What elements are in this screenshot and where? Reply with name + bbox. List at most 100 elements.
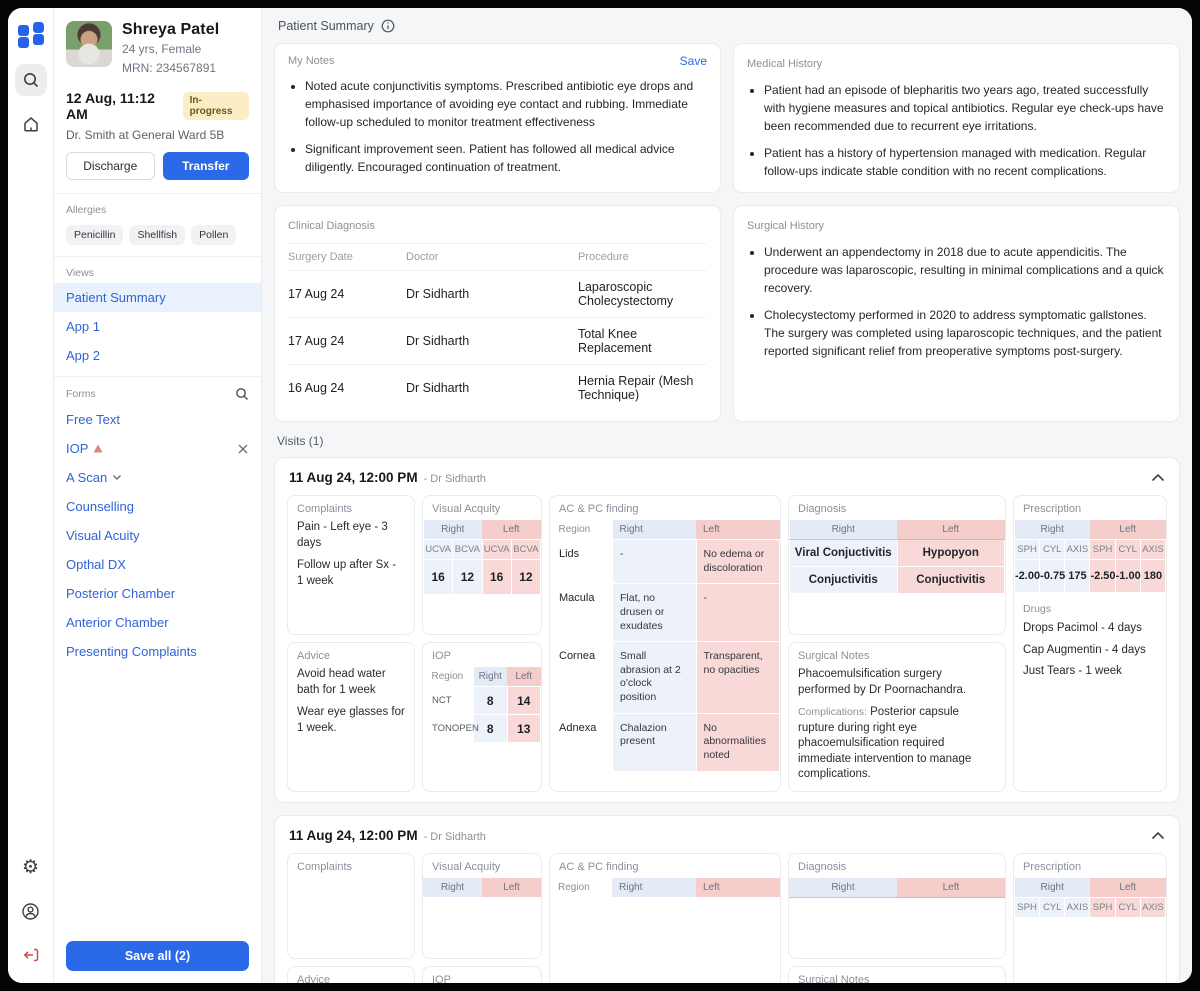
sidebar-item-patient-summary[interactable]: Patient Summary: [54, 283, 261, 313]
column-header: Surgery Date: [288, 243, 406, 271]
settings-gear-icon[interactable]: ⚙: [21, 856, 40, 878]
encounter-section: 12 Aug, 11:12 AM In-progress Dr. Smith a…: [54, 86, 261, 195]
drug-line: Just Tears - 1 week: [1023, 665, 1122, 678]
patient-mrn: MRN: 234567891: [122, 60, 217, 75]
visit-date: 11 Aug 24, 12:00 PM: [289, 470, 418, 485]
save-all-button[interactable]: Save all (2): [66, 941, 249, 971]
note-bullet: Noted acute conjunctivitis symptoms. Pre…: [305, 77, 707, 131]
sidebar-item-opthal-dx[interactable]: Opthal DX: [54, 550, 261, 579]
chevron-up-icon[interactable]: [1151, 473, 1165, 482]
surgical-history-title: Surgical History: [747, 220, 825, 232]
iop-card: IOP Region Right Left: [422, 965, 542, 983]
encounter-doctor-ward: Dr. Smith at General Ward 5B: [66, 128, 225, 143]
sidebar-item-a-scan[interactable]: A Scan: [54, 463, 261, 492]
clinical-diagnosis-table: Surgery Date Doctor Procedure 17 Aug 24 …: [288, 243, 707, 411]
advice-card: Advice Avoid head water bath for 1 week …: [287, 642, 415, 792]
info-icon[interactable]: [381, 19, 395, 33]
surgical-notes-title: Surgical Notes: [798, 973, 870, 983]
surgical-bullet: Underwent an appendectomy in 2018 due to…: [764, 243, 1166, 297]
sidebar-item-posterior-chamber[interactable]: Posterior Chamber: [54, 579, 261, 608]
medical-bullet: Patient has a history of hypertension ma…: [764, 144, 1166, 180]
account-icon[interactable]: [15, 895, 47, 927]
visit-doctor: - Dr Sidharth: [423, 473, 486, 485]
advice-title: Advice: [297, 650, 331, 662]
iop-title: IOP: [432, 973, 451, 983]
warning-icon: [93, 444, 103, 453]
cell-procedure: Laparoscopic Cholecystectomy: [578, 270, 707, 318]
form-item-label: Counselling: [66, 499, 134, 515]
sidebar-item-free-text[interactable]: Free Text: [54, 405, 261, 434]
app-logo-icon[interactable]: [17, 22, 44, 48]
drug-line: Drops Pacimol - 4 days: [1023, 622, 1142, 635]
cell-doctor: Dr Sidharth: [406, 381, 470, 395]
chevron-up-icon[interactable]: [1151, 831, 1165, 840]
advice-line: Wear eye glasses for 1 week.: [297, 706, 405, 734]
diagnosis-card: Diagnosis Right Left Viral Conjuctivitis …: [788, 495, 1006, 635]
iop-title: IOP: [432, 650, 451, 662]
sidebar-item-counselling[interactable]: Counselling: [54, 492, 261, 521]
drug-line: Cap Augmentin - 4 days: [1023, 643, 1146, 656]
transfer-button[interactable]: Transfer: [162, 152, 249, 181]
close-icon[interactable]: [237, 443, 249, 455]
visit-header[interactable]: 11 Aug 24, 12:00 PM - Dr Sidharth: [287, 826, 1167, 853]
medical-history-title: Medical History: [747, 58, 823, 70]
prescription-table: Right Left SPH CYL AXIS SPH CYL AXIS: [1014, 877, 1166, 918]
allergy-chip: Pollen: [191, 225, 237, 246]
iop-table: Region Right Left NCT 8 14 TONOPEN: [423, 667, 541, 743]
cell-surgery-date: 16 Aug 24: [288, 381, 345, 395]
column-header: Procedure: [578, 243, 707, 271]
views-label: Views: [66, 267, 94, 280]
visual-acuity-table: Right Left UCVA BCVA UCVA BCVA 16 12 16: [423, 520, 541, 595]
clinical-diagnosis-title: Clinical Diagnosis: [288, 220, 375, 232]
home-icon[interactable]: [15, 108, 47, 140]
surgical-note-text: Phacoemulsification surgery performed by…: [798, 668, 967, 696]
discharge-button[interactable]: Discharge: [66, 152, 155, 181]
ac-pc-table: Region Right Left: [550, 877, 780, 897]
cell-doctor: Dr Sidharth: [406, 270, 578, 318]
visit-date: 11 Aug 24, 12:00 PM: [289, 827, 418, 843]
cell-procedure: Hernia Repair (Mesh Technique): [578, 374, 694, 402]
sidebar-item-anterior-chamber[interactable]: Anterior Chamber: [54, 608, 261, 637]
forms-search-icon[interactable]: [235, 387, 249, 401]
encounter-datetime: 12 Aug, 11:12 AM: [66, 90, 155, 123]
patient-avatar: [66, 21, 112, 67]
save-notes-link[interactable]: Save: [679, 54, 707, 68]
sidebar-item-visual-acuity[interactable]: Visual Acuity: [54, 521, 261, 550]
form-item-label: A Scan: [66, 470, 108, 486]
visual-acuity-card: Visual Acquity Right Left: [422, 852, 542, 959]
form-item-label: Presenting Complaints: [66, 644, 197, 660]
status-badge: In-progress: [182, 92, 249, 121]
table-row: 17 Aug 24 Dr Sidharth Laparoscopic Chole…: [288, 270, 707, 318]
sidebar-item-presenting-complaints[interactable]: Presenting Complaints: [54, 637, 261, 666]
form-item-label: Opthal DX: [66, 557, 126, 573]
cell-doctor: Dr Sidharth: [406, 317, 578, 365]
clinical-diagnosis-card: Clinical Diagnosis Surgery Date Doctor P…: [274, 205, 721, 422]
visual-acuity-card: Visual Acquity Right Left UCVA BCVA UCVA …: [422, 495, 542, 635]
visit-doctor: - Dr Sidharth: [423, 830, 486, 843]
sidebar-item-iop[interactable]: IOP: [54, 434, 261, 463]
search-icon[interactable]: [14, 64, 47, 96]
form-item-label: IOP: [66, 441, 89, 457]
sidebar-item-app-2[interactable]: App 2: [66, 348, 100, 364]
sidebar-item-app-1[interactable]: App 1: [66, 319, 100, 335]
cell-procedure: Total Knee Replacement: [578, 317, 707, 365]
patient-age-sex: 24 yrs, Female: [122, 42, 202, 56]
complaints-title: Complaints: [297, 860, 353, 873]
prescription-card: Prescription Right Left SPH CYL AXIS SPH …: [1013, 495, 1167, 792]
medical-bullet: Patient had an episode of blepharitis tw…: [764, 81, 1166, 135]
logout-icon[interactable]: [15, 939, 47, 971]
table-row: 16 Aug 24 Dr Sidharth Hernia Repair (Mes…: [288, 365, 707, 412]
surgical-history-card: Surgical History Underwent an appendecto…: [733, 205, 1180, 422]
complaints-card: Complaints Pain - Left eye - 3 days Foll…: [287, 495, 415, 635]
allergy-chip: Penicillin: [66, 225, 124, 246]
visit-card: 11 Aug 24, 12:00 PM - Dr Sidharth Compla…: [274, 457, 1180, 803]
advice-card: Advice: [287, 965, 415, 983]
visit-header[interactable]: 11 Aug 24, 12:00 PM - Dr Sidharth: [287, 468, 1167, 495]
surgical-notes-card: Surgical Notes: [788, 965, 1006, 983]
form-item-label: Posterior Chamber: [66, 586, 176, 602]
my-notes-card: My Notes Save Noted acute conjunctivitis…: [274, 43, 721, 193]
chevron-down-icon: [113, 475, 122, 481]
app-window: ⚙ Shreya Patel 24 yrs, Female MRN: 23456…: [8, 8, 1192, 983]
forms-label: Forms: [66, 388, 96, 401]
complaint-line: Pain - Left eye - 3 days: [297, 521, 388, 549]
